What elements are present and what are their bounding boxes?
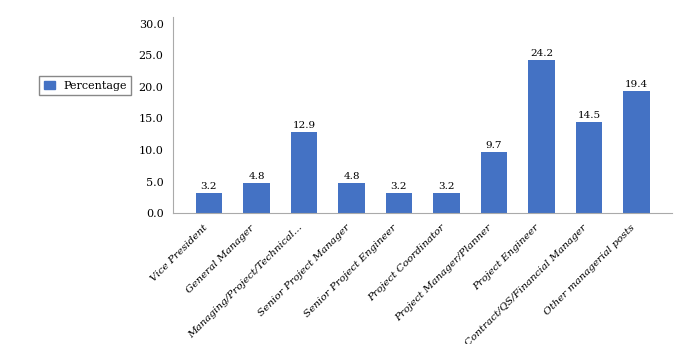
- Bar: [291, 132, 317, 213]
- Text: 19.4: 19.4: [625, 80, 648, 89]
- Bar: [481, 152, 507, 213]
- Bar: [338, 183, 365, 213]
- Bar: [243, 183, 270, 213]
- Text: 4.8: 4.8: [248, 172, 265, 181]
- Bar: [433, 193, 459, 213]
- Bar: [196, 193, 222, 213]
- Text: 9.7: 9.7: [486, 141, 502, 150]
- Text: 12.9: 12.9: [292, 121, 315, 130]
- Text: 3.2: 3.2: [438, 182, 455, 191]
- Text: 3.2: 3.2: [201, 182, 217, 191]
- Text: 4.8: 4.8: [343, 172, 360, 181]
- Bar: [576, 121, 602, 213]
- Bar: [386, 193, 412, 213]
- Text: 24.2: 24.2: [530, 49, 553, 58]
- Legend: Percentage: Percentage: [39, 76, 132, 95]
- Bar: [528, 60, 554, 213]
- Bar: [624, 90, 649, 213]
- Text: 14.5: 14.5: [577, 111, 601, 120]
- Text: 3.2: 3.2: [391, 182, 407, 191]
